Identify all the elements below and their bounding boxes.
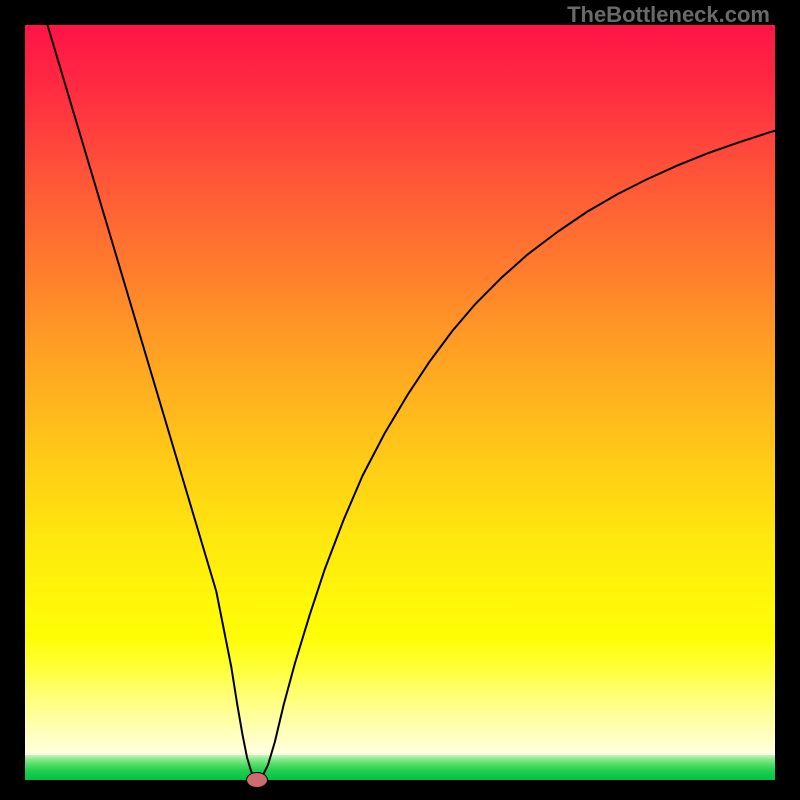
chart-frame: TheBottleneck.com (0, 0, 800, 800)
bottleneck-curve (48, 25, 776, 780)
curve-layer (25, 25, 775, 780)
plot-area (25, 25, 775, 780)
optimum-marker (246, 772, 268, 788)
watermark-text: TheBottleneck.com (567, 2, 770, 28)
